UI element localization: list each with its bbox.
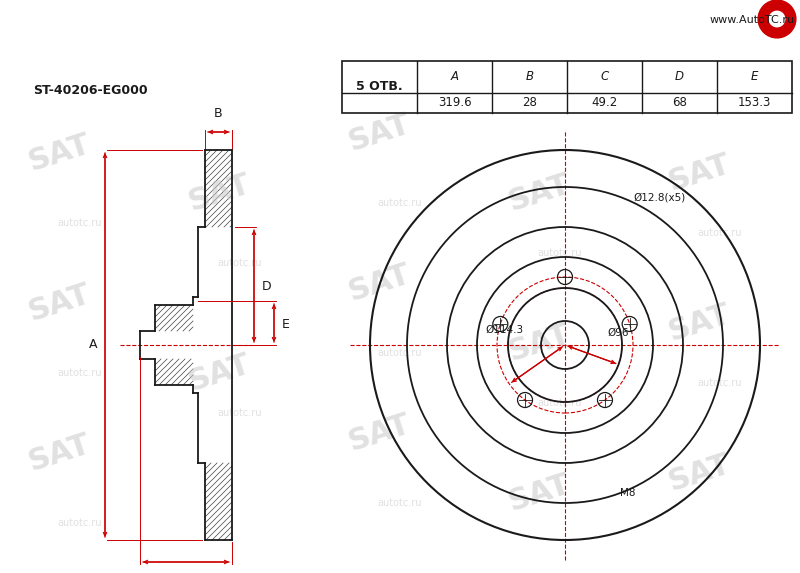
Text: SAT: SAT <box>185 169 255 217</box>
Text: autotc.ru: autotc.ru <box>378 348 422 358</box>
Text: www.AutoTC.ru: www.AutoTC.ru <box>710 15 795 25</box>
Text: C: C <box>600 70 609 84</box>
Text: Ø114.3: Ø114.3 <box>486 325 524 335</box>
Text: 319.6: 319.6 <box>438 96 471 109</box>
Text: autotc.ru: autotc.ru <box>538 248 582 258</box>
Text: SAT: SAT <box>185 350 255 397</box>
Text: D: D <box>675 70 684 84</box>
Text: autotc.ru: autotc.ru <box>698 228 742 238</box>
Text: SAT: SAT <box>25 429 95 477</box>
Text: E: E <box>751 70 758 84</box>
Text: autotc.ru: autotc.ru <box>538 398 582 408</box>
Text: 68: 68 <box>672 96 687 109</box>
Text: 49.2: 49.2 <box>591 96 618 109</box>
Text: 153.3: 153.3 <box>738 96 771 109</box>
Text: B: B <box>526 70 534 84</box>
Text: B: B <box>214 107 223 120</box>
Text: 28: 28 <box>522 96 537 109</box>
Text: autotc.ru: autotc.ru <box>378 498 422 508</box>
Text: SAT: SAT <box>505 469 575 517</box>
Text: SAT: SAT <box>665 449 735 497</box>
Text: M8: M8 <box>620 488 635 498</box>
Text: autotc.ru: autotc.ru <box>218 408 262 418</box>
Text: SAT: SAT <box>665 150 735 197</box>
Text: SAT: SAT <box>345 109 415 156</box>
Text: SAT: SAT <box>665 299 735 347</box>
Text: SAT: SAT <box>345 260 415 307</box>
Text: D: D <box>262 280 272 292</box>
Text: Ø96: Ø96 <box>607 328 629 338</box>
Text: autotc.ru: autotc.ru <box>378 198 422 208</box>
Text: autotc.ru: autotc.ru <box>218 258 262 268</box>
Text: Ø12.8(x5): Ø12.8(x5) <box>633 192 686 202</box>
Text: SAT: SAT <box>25 279 95 327</box>
Text: autotc.ru: autotc.ru <box>58 218 102 228</box>
Text: SAT: SAT <box>505 169 575 217</box>
Text: autotc.ru: autotc.ru <box>58 518 102 528</box>
Text: A: A <box>450 70 458 84</box>
Text: E: E <box>282 319 290 332</box>
Bar <box>342 61 792 113</box>
Text: autotc.ru: autotc.ru <box>698 378 742 388</box>
Text: SAT: SAT <box>25 129 95 176</box>
Text: SAT: SAT <box>345 409 415 457</box>
Text: 5 ОТВ.: 5 ОТВ. <box>356 80 403 93</box>
Text: A: A <box>89 339 98 351</box>
Text: ST-40206-EG000: ST-40206-EG000 <box>33 84 147 96</box>
Text: autotc.ru: autotc.ru <box>58 368 102 378</box>
Text: SAT: SAT <box>505 319 575 367</box>
